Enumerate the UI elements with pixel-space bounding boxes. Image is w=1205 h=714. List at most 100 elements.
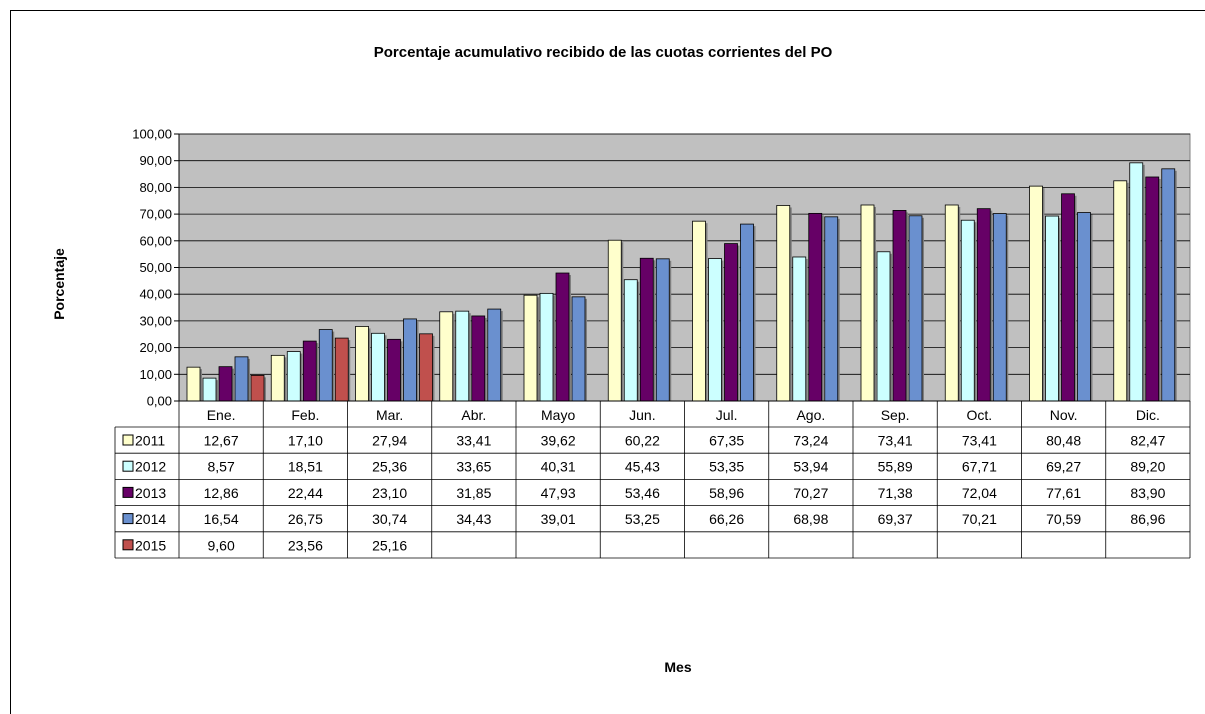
bar-2011-Oct. — [944, 204, 959, 402]
bar-2013-Oct. — [976, 208, 991, 402]
bar-2013-Ene. — [218, 366, 233, 402]
data-label: 12,67 — [204, 433, 239, 449]
bar-2015-Ene. — [250, 374, 265, 402]
x-tick-label: Dic. — [1136, 407, 1160, 423]
x-tick-label: Mar. — [376, 407, 403, 423]
legend-swatch-2014 — [122, 513, 134, 525]
bar-2014-Jun. — [655, 258, 670, 402]
data-label: 53,35 — [709, 459, 744, 475]
bar-2014-Jul. — [740, 223, 754, 402]
data-label: 27,94 — [372, 433, 407, 449]
bar-2012-Jul. — [708, 258, 722, 402]
data-label: 47,93 — [541, 485, 576, 501]
x-axis-title: Mes — [664, 659, 691, 675]
y-tick-label: 60,00 — [139, 233, 172, 248]
data-label: 17,10 — [288, 433, 323, 449]
legend-swatch-2013 — [122, 486, 134, 498]
bar-2011-Feb. — [270, 354, 285, 402]
data-label: 73,24 — [793, 433, 828, 449]
x-tick-label: Jun. — [629, 407, 655, 423]
bar-2014-Mayo — [571, 296, 586, 402]
bar-2015-Feb. — [334, 337, 349, 402]
data-label: 89,20 — [1130, 459, 1165, 475]
data-label: 58,96 — [709, 485, 744, 501]
bar-2013-Mayo — [555, 272, 570, 402]
data-label: 18,51 — [288, 459, 323, 475]
bar-2015-Mar. — [419, 333, 433, 402]
data-label: 9,60 — [208, 537, 235, 553]
data-label: 53,25 — [625, 511, 660, 527]
data-label: 70,59 — [1046, 511, 1081, 527]
data-label: 60,22 — [625, 433, 660, 449]
y-tick-label: 70,00 — [139, 207, 172, 222]
data-label: 69,37 — [878, 511, 913, 527]
legend-label-2012: 2012 — [135, 459, 166, 475]
data-label: 25,36 — [372, 459, 407, 475]
bar-2013-Sep. — [892, 210, 907, 402]
bar-2012-Jun. — [623, 279, 638, 402]
bar-2013-Ago. — [808, 212, 823, 402]
bar-2011-Mayo — [523, 294, 538, 402]
x-tick-label: Ago. — [796, 407, 825, 423]
data-label: 12,86 — [204, 485, 239, 501]
chart-title: Porcentaje acumulativo recibido de las c… — [374, 44, 833, 61]
bar-2013-Abr. — [471, 315, 486, 402]
bar-2012-Feb. — [286, 351, 301, 402]
bar-2014-Ene. — [234, 356, 249, 402]
x-tick-label: Abr. — [461, 407, 486, 423]
data-label: 66,26 — [709, 511, 744, 527]
bar-2014-Dic. — [1161, 168, 1176, 402]
x-tick-label: Feb. — [291, 407, 319, 423]
legend-swatch-2012 — [122, 460, 134, 472]
bar-2011-Ago. — [776, 205, 791, 402]
x-tick-label: Jul. — [716, 407, 738, 423]
y-tick-label: 90,00 — [139, 153, 172, 168]
data-label: 53,46 — [625, 485, 660, 501]
bar-2011-Sep. — [860, 204, 875, 402]
data-label: 45,43 — [625, 459, 660, 475]
bar-2012-Ene. — [202, 377, 217, 402]
data-label: 55,89 — [878, 459, 913, 475]
bar-2014-Feb. — [318, 329, 333, 402]
data-label: 39,01 — [541, 511, 576, 527]
data-label: 71,38 — [878, 485, 913, 501]
bar-2011-Dic. — [1113, 180, 1128, 402]
data-label: 67,35 — [709, 433, 744, 449]
y-tick-label: 20,00 — [139, 340, 172, 355]
x-tick-label: Ene. — [207, 407, 236, 423]
bar-2012-Abr. — [455, 310, 470, 402]
bar-2011-Nov. — [1029, 185, 1043, 402]
bar-2013-Nov. — [1061, 193, 1075, 402]
data-label: 16,54 — [204, 511, 239, 527]
bar-2011-Ene. — [186, 366, 201, 402]
bar-2012-Mayo — [539, 292, 554, 402]
data-table: Ene. Feb. Mar. Abr. Mayo Jun. Jul. Ago. Sep. Oct.… — [114, 401, 1191, 559]
y-tick-label: 10,00 — [139, 367, 172, 382]
data-label: 25,16 — [372, 537, 407, 553]
legend-label-2014: 2014 — [135, 511, 166, 527]
bar-2013-Jun. — [639, 257, 654, 402]
bar-2014-Mar. — [403, 318, 417, 402]
x-tick-label: Sep. — [881, 407, 910, 423]
bar-2013-Feb. — [302, 340, 317, 402]
bar-2011-Jun. — [607, 239, 622, 402]
bar-2014-Abr. — [487, 308, 502, 402]
y-tick-label: 0,00 — [147, 394, 172, 409]
bar-2012-Oct. — [960, 219, 975, 402]
x-tick-label: Oct. — [967, 407, 993, 423]
chart-frame — [10, 10, 1205, 714]
data-label: 31,85 — [456, 485, 491, 501]
bar-2013-Dic. — [1145, 176, 1160, 402]
legend-label-2013: 2013 — [135, 485, 166, 501]
y-tick-label: 80,00 — [139, 180, 172, 195]
x-tick-label: Nov. — [1050, 407, 1078, 423]
legend-label-2015: 2015 — [135, 537, 166, 553]
data-label: 67,71 — [962, 459, 997, 475]
bar-2011-Abr. — [439, 311, 454, 402]
data-label: 23,56 — [288, 537, 323, 553]
bar-2014-Oct. — [992, 213, 1007, 402]
bar-2012-Sep. — [876, 251, 891, 402]
data-label: 40,31 — [541, 459, 576, 475]
data-label: 22,44 — [288, 485, 323, 501]
